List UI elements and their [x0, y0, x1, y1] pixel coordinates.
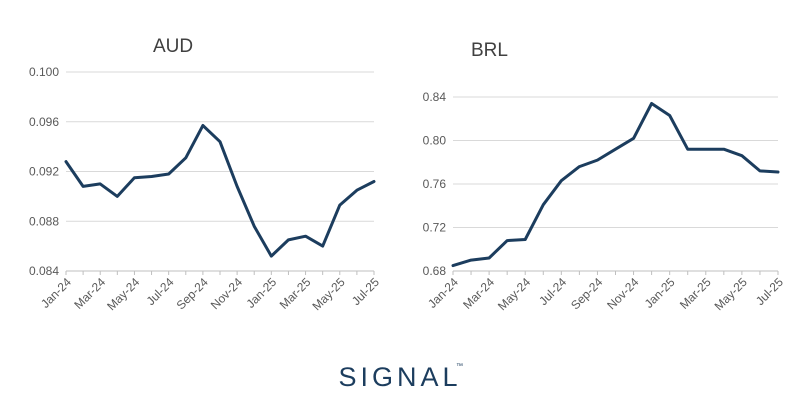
aud-x-tick-label: Nov-24: [208, 275, 245, 312]
aud-y-tick-label: 0.088: [29, 214, 59, 228]
logo-trademark: ™: [456, 363, 463, 370]
aud-y-tick-label: 0.092: [29, 165, 59, 179]
aud-x-tick-label: Mar-25: [277, 275, 314, 312]
aud-series-line: [64, 124, 376, 258]
aud-y-tick-label: 0.084: [29, 264, 59, 278]
brl-y-tick-label: 0.84: [423, 90, 447, 104]
brl-series-line: [451, 102, 780, 268]
aud-chart-title: AUD: [153, 36, 193, 57]
brl-x-tick-label: Jul-24: [536, 275, 569, 308]
brl-x-tick-label: Mar-25: [677, 275, 714, 312]
brl-y-tick-label: 0.72: [423, 221, 447, 235]
aud-x-tick-label: May-24: [104, 275, 142, 313]
brl-x-tick-label: Mar-24: [460, 275, 497, 312]
brl-x-tick-label: Jan-24: [425, 275, 461, 311]
brl-x-tick-label: Sep-24: [568, 275, 605, 312]
brl-x-tick-label: Jan-25: [642, 275, 678, 311]
aud-y-tick-label: 0.100: [29, 65, 59, 79]
logo-wordmark: SIGNAL: [338, 362, 461, 392]
brl-chart-title: BRL: [471, 40, 508, 61]
charts-area: AUD0.1000.0960.0920.0880.084Jan-24Mar-24…: [29, 36, 787, 313]
aud-x-tick-label: Mar-24: [71, 275, 108, 312]
aud-x-tick-label: Jan-24: [38, 275, 74, 311]
aud-x-tick-label: Jul-25: [349, 275, 382, 308]
aud-y-tick-label: 0.096: [29, 115, 59, 129]
signal-logo: SIGNAL ™: [338, 362, 463, 392]
aud-x-tick-label: Jan-25: [243, 275, 279, 311]
aud-chart: AUD 0.100 0.096 0.092 0.088 0.084Jan-24Mar-24…: [29, 36, 382, 313]
brl-x-tick-label: May-25: [712, 275, 750, 313]
aud-x-tick-label: May-25: [310, 275, 348, 313]
brl-y-tick-label: 0.80: [423, 134, 447, 148]
brl-x-tick-label: Nov-24: [604, 275, 641, 312]
aud-x-tick-label: Jul-24: [144, 275, 177, 308]
brl-y-tick-label: 0.68: [423, 264, 447, 278]
aud-x-tick-label: Sep-24: [174, 275, 211, 312]
brl-x-tick-label: Jul-25: [753, 275, 786, 308]
brl-x-tick-label: May-24: [495, 275, 533, 313]
brl-y-tick-label: 0.76: [423, 177, 447, 191]
